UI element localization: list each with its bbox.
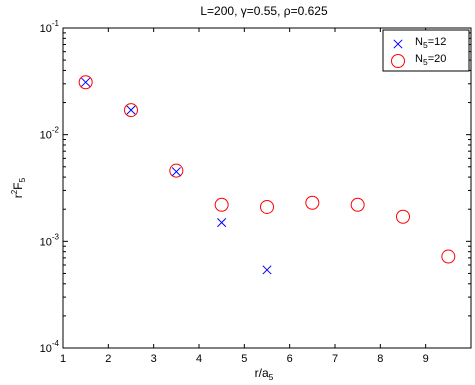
x-tick-label: 4 [196,353,202,365]
data-point-x [262,265,272,275]
y-axis-label: r2F5 [10,177,27,198]
legend-marker-circle [391,54,405,68]
x-axis-label: r/a5 [255,366,274,382]
data-point-circle [396,209,410,224]
x-tick-label: 6 [287,353,293,365]
x-tick-label: 8 [377,353,383,365]
y-tick-label: 10-4 [40,339,60,355]
x-tick-label: 5 [241,353,247,365]
legend: N5=12 N5=20 [382,29,470,72]
chart-title: L=200, γ=0.55, ρ=0.625 [200,4,328,18]
data-point-circle [441,249,456,264]
legend-label-n20: N5=20 [415,53,446,67]
data-point-circle [214,197,229,212]
x-tick-label: 2 [105,353,111,365]
legend-marker-x [393,39,403,49]
x-tick-label: 7 [332,353,338,365]
data-point-x [217,217,227,228]
data-point-x [126,105,136,115]
data-point-x [81,77,91,87]
data-point-circle [305,195,320,210]
legend-circle-mark [391,54,405,68]
legend-x-mark [393,39,403,49]
data-point-circle [169,163,184,178]
y-tick-label: 10-3 [40,232,60,248]
y-tick-label: 10-2 [40,126,60,142]
legend-label-n12: N5=12 [415,36,446,50]
data-point-circle [78,75,93,90]
x-tick-label: 3 [151,353,157,365]
legend-box [382,29,470,72]
plot-area [62,27,472,349]
data-point-circle [350,197,365,212]
x-tick-label: 9 [423,353,429,365]
data-marks [78,75,456,275]
data-point-x [171,167,181,177]
x-tick-label: 1 [60,353,66,365]
data-point-circle [124,103,138,118]
y-tick-label: 10-1 [40,19,60,35]
axis-ticks: 1 2 3 4 5 6 7 8 9 10-4 10-3 10-2 10-1 [40,19,471,365]
data-point-circle [260,199,274,214]
